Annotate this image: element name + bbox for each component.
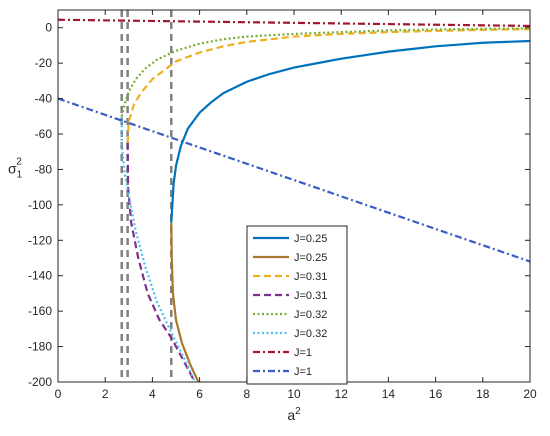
series-line-6 bbox=[120, 116, 196, 382]
x-tick-label: 0 bbox=[55, 387, 62, 401]
series-layer bbox=[58, 18, 530, 382]
x-tick-label: 10 bbox=[287, 387, 301, 401]
legend: J=0.25 J=0.25 J=0.31 J=0.31 J=0.32 J=0.32 J=1 J… bbox=[246, 225, 348, 385]
legend-label-8: J=1 bbox=[294, 366, 312, 378]
axis-ticks: 0 2 4 6 8 10 12 14 16 18 20 0 -20 -40 -60 -80 -100 -120 -1… bbox=[28, 10, 537, 401]
y-tick-label: -40 bbox=[35, 92, 53, 106]
x-tick-label: 8 bbox=[243, 387, 250, 401]
series-line-2 bbox=[170, 222, 200, 382]
series-line-7 bbox=[58, 18, 530, 28]
x-tick-label: 12 bbox=[335, 387, 349, 401]
y-tick-label: -200 bbox=[28, 375, 52, 389]
y-axis-label-base: σ bbox=[8, 160, 17, 176]
x-tick-label: 14 bbox=[382, 387, 396, 401]
legend-label-7: J=1 bbox=[294, 347, 312, 359]
y-tick-label: -20 bbox=[35, 56, 53, 70]
y-tick-label: 0 bbox=[45, 21, 52, 35]
series-line-1 bbox=[170, 39, 530, 223]
legend-label-2: J=0.25 bbox=[294, 252, 327, 264]
legend-label-5: J=0.32 bbox=[294, 309, 327, 321]
legend-label-6: J=0.32 bbox=[294, 328, 327, 340]
y-tick-label: -100 bbox=[28, 198, 52, 212]
x-axis-label: a2 bbox=[287, 406, 301, 423]
vertical-lines bbox=[120, 10, 173, 382]
x-tick-label: 4 bbox=[149, 387, 156, 401]
series-line-8 bbox=[58, 97, 530, 263]
y-tick-label: -160 bbox=[28, 304, 52, 318]
legend-label-3: J=0.31 bbox=[294, 271, 327, 283]
x-tick-label: 2 bbox=[102, 387, 109, 401]
legend-box bbox=[246, 225, 348, 385]
legend-label-4: J=0.31 bbox=[294, 290, 327, 302]
y-axis-label-sup: 2 bbox=[16, 156, 22, 167]
y-tick-label: -140 bbox=[28, 269, 52, 283]
y-tick-label: -60 bbox=[35, 127, 53, 141]
legend-label-1: J=0.25 bbox=[294, 233, 327, 245]
y-axis-label: σ1 2 bbox=[8, 156, 23, 180]
x-axis-label-sup: 2 bbox=[295, 406, 301, 417]
x-tick-label: 18 bbox=[476, 387, 490, 401]
series-line-4 bbox=[126, 142, 196, 382]
y-tick-label: -80 bbox=[35, 162, 53, 176]
x-tick-label: 16 bbox=[429, 387, 443, 401]
y-axis-label-sub: 1 bbox=[17, 169, 23, 180]
series-line-5 bbox=[120, 27, 530, 117]
x-tick-label: 6 bbox=[196, 387, 203, 401]
series-line-3 bbox=[126, 28, 530, 143]
y-tick-label: -180 bbox=[28, 340, 52, 354]
y-tick-label: -120 bbox=[28, 233, 52, 247]
x-axis-label-base: a bbox=[287, 407, 295, 423]
x-tick-label: 20 bbox=[523, 387, 537, 401]
